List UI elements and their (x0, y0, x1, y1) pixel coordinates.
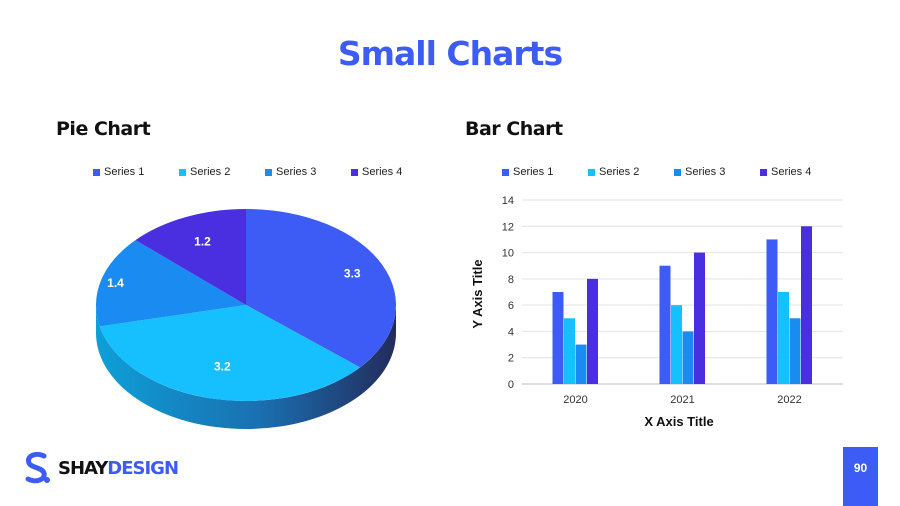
y-tick-label: 8 (508, 274, 514, 286)
logo-text-shay: SHAY (58, 457, 108, 479)
pie-side-wall (96, 305, 396, 429)
bar (789, 318, 801, 384)
bar (575, 344, 587, 384)
pie-data-label: 1.4 (107, 276, 124, 290)
legend-swatch (93, 168, 100, 176)
bar-legend-item: Series 2 (588, 166, 674, 178)
legend-label: Series 3 (685, 166, 726, 178)
legend-label: Series 2 (599, 166, 640, 178)
bar-legend-item: Series 4 (760, 166, 846, 178)
pie-legend: Series 1 Series 2 Series 3 Series 4 (93, 166, 437, 178)
bar-legend-item: Series 1 (502, 166, 588, 178)
y-tick-label: 4 (508, 326, 514, 338)
bar-legend-item: Series 3 (674, 166, 760, 178)
bar (564, 318, 575, 384)
x-tick-label: 2020 (563, 394, 587, 406)
bar (552, 292, 564, 384)
bar (682, 331, 694, 384)
legend-swatch (502, 168, 509, 176)
pie-slice (246, 209, 396, 368)
y-axis-title: Y Axis Title (470, 259, 485, 328)
pie-legend-item: Series 2 (179, 166, 265, 178)
bar (659, 265, 671, 384)
legend-swatch (351, 168, 358, 176)
logo-text-design: DESIGN (107, 457, 179, 479)
pie-chart-heading: Pie Chart (56, 118, 151, 140)
y-tick-label: 2 (508, 353, 514, 365)
y-tick-label: 0 (508, 379, 514, 391)
x-tick-label: 2021 (670, 394, 694, 406)
bar (587, 278, 598, 384)
pie-data-label: 3.2 (214, 360, 231, 374)
legend-swatch (588, 168, 595, 176)
bar (766, 239, 778, 384)
pie-legend-item: Series 4 (351, 166, 437, 178)
bar-chart-heading: Bar Chart (465, 118, 563, 140)
legend-swatch (674, 168, 681, 176)
legend-label: Series 1 (513, 166, 554, 178)
bar (801, 226, 812, 384)
y-tick-label: 14 (502, 195, 514, 207)
bar (671, 305, 682, 384)
legend-label: Series 2 (190, 166, 231, 178)
bar-legend: Series 1 Series 2 Series 3 Series 4 (502, 166, 846, 178)
legend-swatch (265, 168, 272, 176)
bar (778, 292, 789, 384)
page-number: 90 (843, 447, 878, 506)
bar (694, 252, 705, 384)
pie-data-label: 3.3 (344, 267, 361, 281)
legend-label: Series 4 (362, 166, 403, 178)
pie-slice (95, 240, 246, 327)
pie-slice (99, 305, 360, 402)
pie-legend-item: Series 3 (265, 166, 351, 178)
legend-swatch (179, 168, 186, 176)
pie-slice (135, 209, 246, 305)
y-tick-label: 6 (508, 300, 514, 312)
pie-legend-item: Series 1 (93, 166, 179, 178)
logo-mark-icon (25, 452, 50, 484)
slide-title: Small Charts (337, 34, 563, 73)
x-axis-title: X Axis Title (644, 414, 713, 429)
legend-label: Series 4 (771, 166, 812, 178)
brand-logo: SHAYDESIGN (22, 452, 179, 484)
x-tick-label: 2022 (777, 394, 801, 406)
logo-text: SHAYDESIGN (58, 457, 179, 479)
pie-data-label: 1.2 (194, 235, 211, 249)
y-tick-label: 10 (502, 248, 514, 260)
y-tick-label: 12 (502, 221, 514, 233)
legend-swatch (760, 168, 767, 176)
legend-label: Series 1 (104, 166, 145, 178)
legend-label: Series 3 (276, 166, 317, 178)
